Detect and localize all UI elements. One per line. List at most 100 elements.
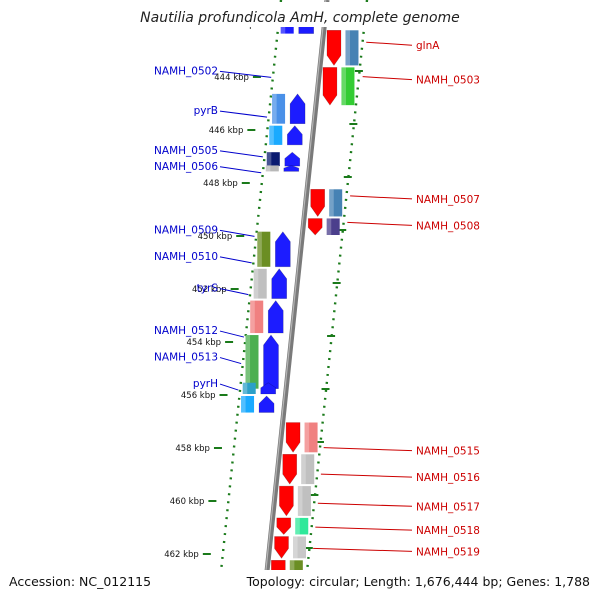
reverse-gene-arrow	[282, 453, 298, 485]
cog-category-bar	[241, 396, 255, 413]
cog-category-bar	[304, 422, 318, 453]
tick-label: 454 kbp	[186, 338, 221, 348]
backbone-highlight	[262, 0, 327, 600]
cog-bar-shine	[293, 536, 298, 559]
reverse-gene-arrow	[279, 485, 294, 517]
forward-gene-label[interactable]: NAMH_0512	[154, 325, 218, 337]
cog-bar-shine	[304, 422, 310, 453]
forward-gene-label[interactable]: pyrB	[194, 105, 218, 117]
label-leader-line	[219, 330, 245, 338]
reverse-gene-arrow	[322, 67, 338, 106]
tick-label: 458 kbp	[175, 444, 210, 454]
label-leader-line	[219, 229, 255, 237]
genome-summary-text: Topology: circular; Length: 1,676,444 bp…	[246, 574, 590, 589]
title-backdrop	[148, 2, 462, 27]
sequence-backbone	[261, 0, 330, 600]
forward-gene-label[interactable]: NAMH_0513	[154, 352, 218, 364]
cog-bar-shine	[242, 382, 248, 394]
label-leader-line	[219, 256, 252, 264]
forward-gene-arrow	[263, 334, 279, 390]
reverse-gene-arrow	[307, 218, 323, 236]
cog-category-bar	[341, 67, 355, 106]
accession-text: Accession: NC_012115	[9, 574, 151, 589]
reverse-gene-label[interactable]: NAMH_0517	[416, 501, 480, 513]
reverse-gene-label[interactable]: NAMH_0516	[416, 472, 480, 484]
tick-label: 452 kbp	[192, 285, 227, 295]
reverse-gene-label[interactable]: NAMH_0515	[416, 446, 480, 458]
cog-category-bar	[293, 536, 307, 559]
cog-bar-shine	[266, 152, 272, 167]
label-leader-line	[219, 383, 239, 391]
cog-bar-shine	[345, 30, 351, 66]
map-title: Nautilia profundicola AmH, complete geno…	[140, 10, 460, 26]
forward-gene-label[interactable]: pyrH	[193, 378, 218, 390]
label-leader-line	[320, 473, 413, 478]
tick-label: 450 kbp	[198, 232, 233, 242]
label-leader-line	[219, 166, 262, 174]
forward-gene-label[interactable]: NAMH_0505	[154, 145, 218, 157]
label-leader-line	[219, 110, 268, 118]
cog-category-bar	[272, 93, 286, 124]
reverse-gene-label[interactable]: glnA	[416, 40, 440, 52]
label-leader-line	[323, 447, 413, 452]
label-leader-line	[219, 70, 272, 78]
forward-gene-arrow	[284, 151, 301, 167]
footer-backdrop	[0, 570, 600, 600]
reverse-gene-arrow	[326, 29, 342, 66]
cog-category-bar	[250, 300, 264, 334]
forward-gene-arrow	[258, 395, 275, 413]
label-leader-line	[317, 502, 413, 507]
cog-category-bar	[297, 486, 311, 516]
cog-bar-shine	[257, 231, 262, 267]
reverse-gene-label[interactable]: NAMH_0503	[416, 75, 480, 87]
cog-bar-shine	[297, 486, 303, 516]
cog-category-bar	[266, 152, 280, 167]
forward-gene-label[interactable]: NAMH_0510	[154, 251, 218, 263]
forward-gene-label[interactable]: tyrS	[197, 283, 219, 295]
cog-category-bar	[265, 165, 279, 172]
cog-bar-shine	[326, 218, 332, 235]
forward-gene-arrow	[275, 231, 291, 268]
tick-label: 460 kbp	[170, 497, 205, 507]
reverse-gene-label[interactable]: NAMH_0508	[416, 220, 480, 232]
label-leader-line	[366, 41, 413, 46]
cog-bar-shine	[329, 189, 334, 217]
label-leader-line	[219, 357, 242, 365]
reverse-gene-arrow	[276, 517, 292, 535]
cog-bar-shine	[241, 396, 246, 413]
cog-category-bar	[245, 335, 259, 389]
forward-gene-arrow	[267, 300, 284, 334]
backbone-line	[261, 0, 330, 600]
tick-label: 456 kbp	[181, 391, 216, 401]
tick-label: 462 kbp	[164, 550, 199, 560]
cog-category-bar	[345, 30, 359, 66]
reverse-gene-label[interactable]: NAMH_0519	[416, 546, 480, 558]
reverse-gene-label[interactable]: NAMH_0518	[416, 525, 480, 537]
cog-bar-shine	[272, 93, 277, 124]
label-leader-line	[315, 526, 413, 531]
tick-label: 448 kbp	[203, 179, 238, 189]
cog-bar-shine	[265, 165, 271, 172]
reverse-gene-label[interactable]: NAMH_0507	[416, 194, 480, 206]
forward-gene-arrow	[286, 125, 303, 146]
tick-label: 444 kbp	[214, 73, 249, 83]
cog-category-bar	[329, 189, 343, 217]
cog-category-bar	[253, 268, 267, 299]
cog-bar-shine	[269, 125, 274, 145]
forward-gene-arrow	[289, 93, 306, 124]
cog-category-bar	[326, 218, 340, 235]
forward-gene-label[interactable]: NAMH_0502	[154, 65, 218, 77]
label-leader-line	[219, 150, 263, 158]
gene-features	[241, 19, 359, 596]
cog-bar-shine	[301, 454, 306, 485]
label-leader-line	[347, 221, 413, 226]
forward-gene-arrow	[271, 268, 288, 299]
forward-gene-label[interactable]: NAMH_0509	[154, 224, 218, 236]
forward-gene-label[interactable]: NAMH_0506	[154, 161, 218, 173]
label-leader-line	[362, 76, 413, 81]
cog-category-bar	[301, 454, 315, 485]
reverse-gene-arrow	[285, 422, 301, 453]
reverse-gene-arrow	[274, 536, 289, 559]
